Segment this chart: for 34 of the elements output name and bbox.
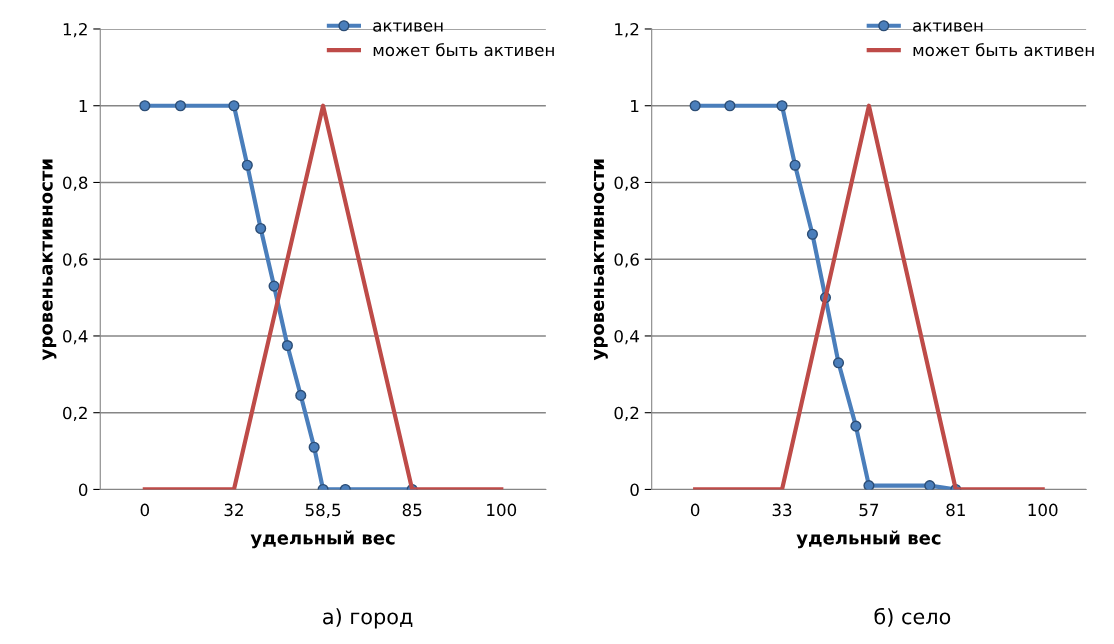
legend-label: активен [373,22,443,32]
y-tick-label: 0,6 [63,253,88,268]
x-tick-label: 58,5 [305,503,341,518]
y-axis-title: уровеньактивности [42,159,57,361]
x-tick-label: 0 [690,503,700,517]
x-tick-label: 85 [402,503,422,517]
y-tick-label: 0,8 [614,176,639,191]
legend-label: может быть активен [913,43,1094,57]
text: а) город [323,608,413,629]
x-tick-label: 81 [946,503,965,517]
x-tick-label: 100 [1028,503,1058,517]
y-tick-label: 0,2 [63,406,87,421]
y-tick-label: 0 [78,483,88,497]
y-axis-title: уровеньактивности [593,159,608,361]
x-tick-label: 100 [487,503,517,517]
y-tick-label: 1 [79,99,87,113]
y-tick-label: 0,2 [614,406,639,421]
y-tick-label: 1 [631,99,639,113]
x-tick-label: 32 [224,503,243,517]
y-tick-label: 1,2 [63,22,87,38]
text: б) село [874,607,951,627]
x-axis-title: удельный вес [250,530,395,549]
x-tick-label: 33 [772,503,792,517]
y-tick-label: 0,4 [614,329,639,345]
y-tick-label: 0,6 [614,253,639,268]
x-axis-title: удельный вес [796,530,941,549]
y-tick-label: 1,2 [615,22,639,38]
x-tick-label: 0 [140,503,150,517]
y-tick-label: 0,4 [63,329,88,345]
legend-label: может быть активен [373,43,554,57]
legend-label: активен [913,22,983,32]
x-tick-label: 57 [859,503,879,517]
y-tick-label: 0 [630,483,639,497]
y-tick-label: 0,8 [63,176,88,191]
